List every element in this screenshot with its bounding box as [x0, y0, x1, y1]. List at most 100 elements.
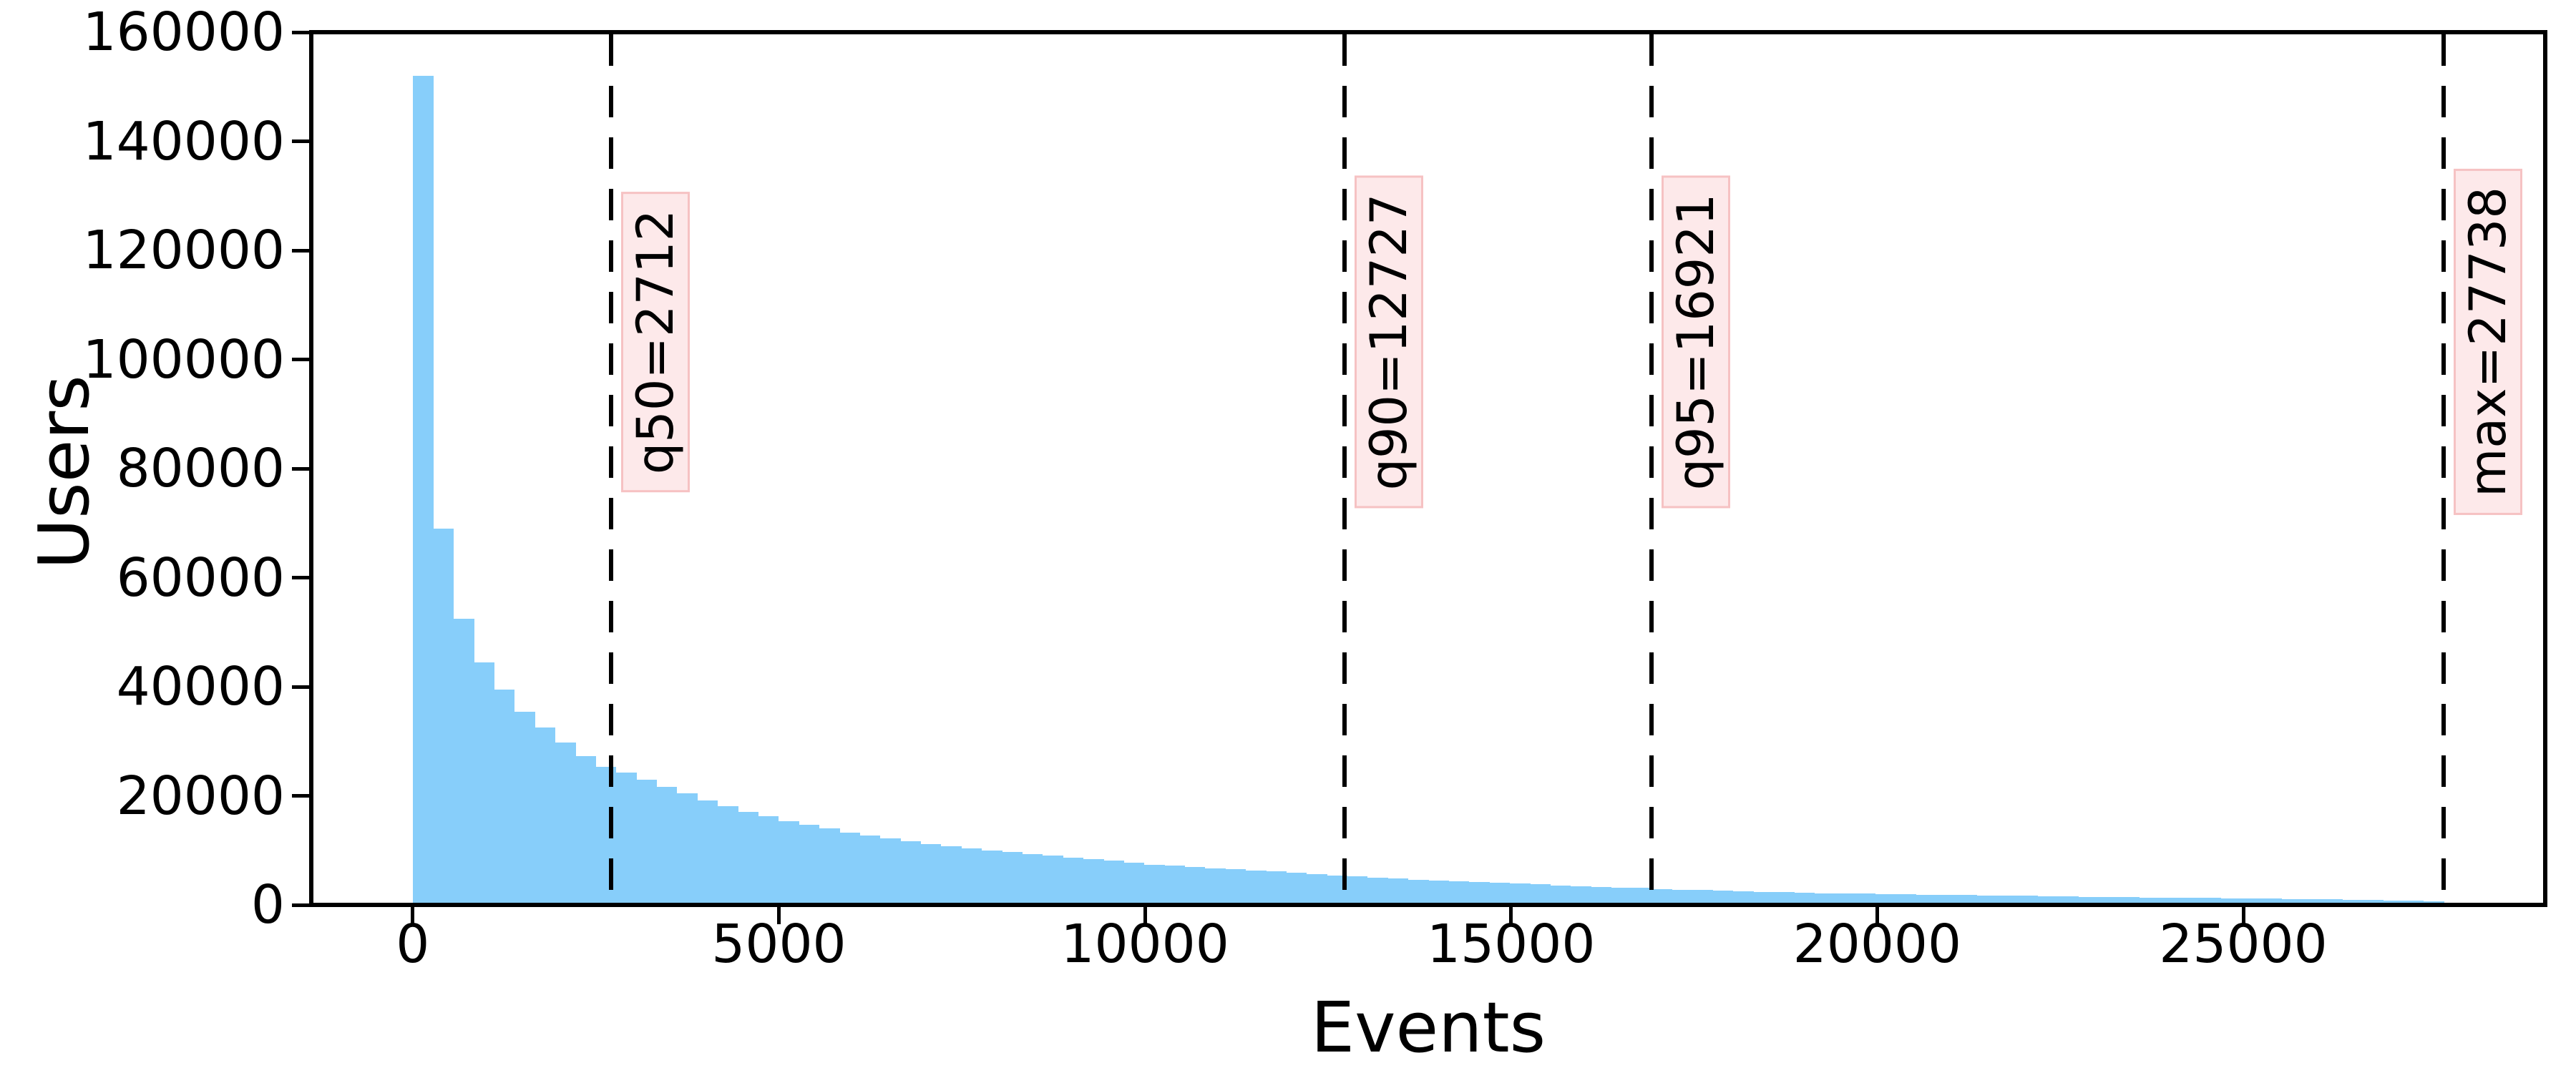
histogram-bar — [1875, 893, 1896, 906]
histogram-bar — [1245, 870, 1267, 906]
y-tick-mark — [292, 466, 309, 471]
histogram-bar — [453, 618, 474, 906]
quantile-line-q50 — [609, 34, 614, 903]
histogram-bar — [738, 811, 759, 906]
histogram-bar — [1103, 861, 1124, 906]
histogram-bar — [2342, 899, 2363, 906]
histogram-bar — [2240, 898, 2262, 906]
histogram-bar — [2098, 896, 2119, 906]
histogram-bar — [2180, 898, 2201, 906]
histogram-bar — [656, 786, 678, 906]
y-tick-label: 160000 — [82, 1, 286, 63]
quantile-line-q95 — [1649, 34, 1654, 903]
histogram-bar — [1814, 893, 1835, 906]
histogram-bar — [920, 843, 942, 906]
histogram-bar — [2220, 898, 2241, 906]
y-axis-label: Users — [24, 375, 104, 569]
histogram-bar — [1468, 881, 1490, 906]
x-tick-mark — [1143, 907, 1147, 924]
histogram-bar — [2260, 898, 2282, 906]
histogram-bar — [778, 820, 799, 906]
histogram-bar — [2057, 896, 2079, 906]
histogram-bar — [1550, 885, 1571, 906]
histogram-bar — [1834, 893, 1855, 906]
histogram-bar — [1123, 862, 1145, 906]
histogram-bar — [1063, 857, 1084, 906]
histogram-bar — [940, 846, 962, 906]
quantile-label-q95: q95=16921 — [1662, 175, 1731, 509]
x-tick-mark — [1875, 907, 1879, 924]
histogram-bar — [1347, 876, 1368, 906]
histogram-bar — [1996, 896, 2018, 906]
x-tick-mark — [2241, 907, 2245, 924]
histogram-bar — [575, 755, 596, 906]
y-tick-mark — [292, 139, 309, 143]
histogram-bar — [1712, 891, 1734, 906]
histogram-bar — [1367, 877, 1388, 906]
histogram-bar — [514, 712, 535, 906]
histogram-bar — [717, 805, 738, 906]
histogram-bar — [1428, 880, 1450, 906]
x-tick-label: 10000 — [1060, 913, 1229, 975]
histogram-bar — [2301, 898, 2323, 906]
histogram-bar — [1448, 881, 1470, 906]
y-tick-label: 60000 — [116, 547, 285, 609]
y-tick-label: 0 — [250, 874, 285, 936]
histogram-bar — [2200, 898, 2221, 906]
histogram-bar — [1672, 889, 1693, 906]
histogram-bar — [2403, 901, 2424, 906]
histogram-bar — [1387, 878, 1409, 906]
histogram-bar — [535, 727, 556, 906]
histogram-bar — [1570, 886, 1591, 906]
histogram-bar — [961, 848, 982, 906]
y-tick-label: 140000 — [82, 110, 286, 172]
histogram-bar — [1652, 888, 1673, 906]
histogram-bar — [1225, 869, 1246, 906]
x-tick-mark — [411, 907, 415, 924]
histogram-bar — [615, 773, 637, 906]
histogram-bar — [1489, 883, 1511, 906]
y-tick-mark — [292, 30, 309, 34]
histogram-bar — [2119, 897, 2140, 906]
y-tick-mark — [292, 248, 309, 253]
quantile-label-q50: q50=2712 — [621, 191, 691, 493]
histogram-bar — [1265, 871, 1287, 906]
histogram-bar — [1773, 892, 1795, 906]
histogram-bar — [2159, 897, 2180, 906]
y-tick-mark — [292, 794, 309, 798]
histogram-bar — [1529, 884, 1551, 906]
histogram-bar — [2383, 900, 2404, 906]
histogram-bar — [758, 816, 779, 906]
histogram-bar — [494, 689, 515, 906]
histogram-bar — [1753, 891, 1775, 906]
x-tick-label: 25000 — [2159, 913, 2328, 975]
histogram-bar — [1509, 883, 1531, 906]
histogram-bar — [2017, 896, 2039, 906]
y-tick-mark — [292, 358, 309, 361]
histogram-bar — [1143, 864, 1165, 906]
histogram-bar — [1204, 868, 1226, 906]
quantile-line-max — [2441, 34, 2446, 903]
x-tick-mark — [776, 907, 781, 924]
histogram-bar — [819, 828, 840, 906]
histogram-bar — [1083, 858, 1104, 906]
histogram-bar — [1956, 895, 1977, 906]
histogram-bar — [1286, 873, 1307, 906]
histogram-bar — [2078, 896, 2099, 906]
histogram-bar — [1164, 866, 1186, 906]
histogram-bar — [1732, 891, 1754, 906]
histogram-bar — [799, 824, 820, 906]
histogram-bar — [2321, 899, 2343, 906]
histogram-bar — [433, 528, 454, 906]
histogram-bar — [2281, 898, 2303, 906]
quantile-label-q90: q90=12727 — [1355, 175, 1424, 509]
histogram-bar — [1002, 852, 1023, 906]
x-tick-mark — [1509, 907, 1513, 924]
x-axis-label: Events — [1310, 987, 1546, 1068]
histogram-bar — [2139, 897, 2160, 906]
histogram-bar — [981, 850, 1002, 906]
histogram-bar — [1611, 887, 1632, 906]
histogram-bar — [1306, 873, 1327, 906]
y-tick-mark — [292, 576, 309, 579]
